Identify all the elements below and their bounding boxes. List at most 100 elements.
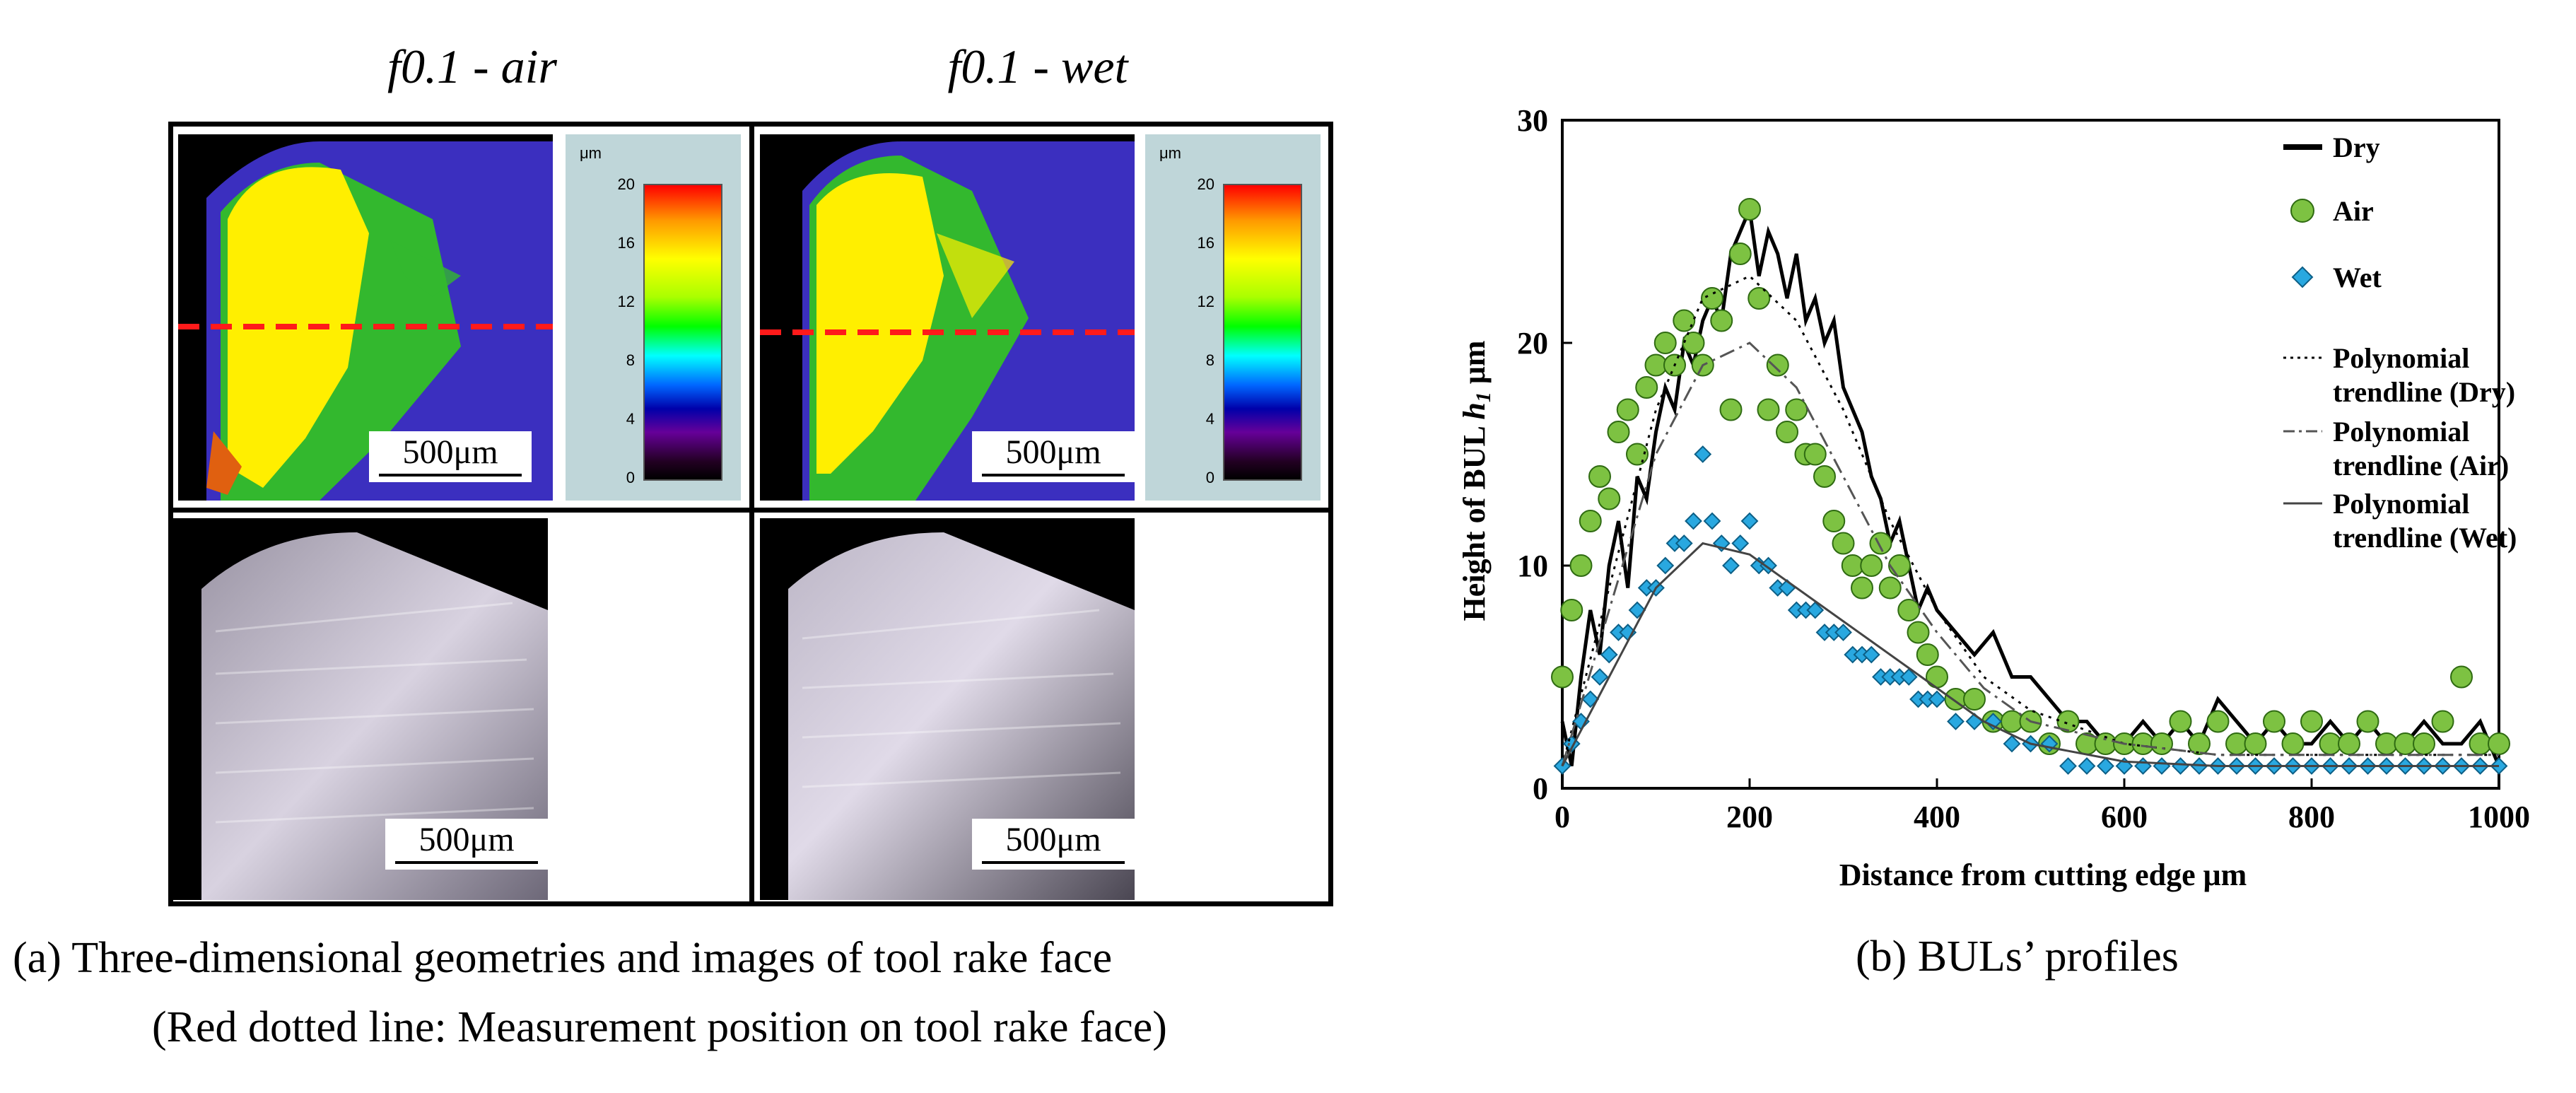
x-tick-label: 400 — [1914, 800, 1960, 834]
scale-label: 500μm — [402, 433, 498, 471]
series-air-point — [2263, 710, 2285, 733]
series-trendline — [1561, 542, 2499, 767]
photo-air: 500μm — [173, 518, 548, 900]
series-air-point — [1813, 465, 1836, 488]
legend-label: Polynomial trendline (Air) — [2333, 416, 2509, 481]
series-air-point — [2188, 732, 2211, 755]
series-air-point — [1607, 421, 1630, 443]
series-air-point — [1701, 287, 1723, 310]
grid-divider-vertical — [749, 122, 754, 906]
series-wet-point — [2153, 757, 2171, 775]
colorbar-tick: 4 — [626, 410, 635, 428]
series-air-point — [1963, 688, 1986, 711]
series-air-point — [1719, 398, 1743, 421]
series-air-point — [2356, 710, 2379, 733]
series-wet-point — [1806, 601, 1825, 619]
series-air-point — [1598, 487, 1621, 510]
series-air-point — [1907, 621, 1930, 644]
series-air-point — [2244, 732, 2267, 755]
series-wet-point — [1694, 445, 1712, 463]
x-tick-label: 800 — [2288, 800, 2335, 834]
series-air-point — [2300, 710, 2323, 733]
series-air-point — [2450, 665, 2473, 689]
photo-wet: 500μm — [760, 518, 1135, 900]
series-wet-point — [1722, 556, 1740, 575]
colorbar-air: μm 20 16 12 8 4 0 — [566, 134, 741, 501]
legend-swatch-wet — [2291, 266, 2314, 288]
y-tick-label: 0 — [1533, 771, 1548, 806]
series-wet-point — [1740, 512, 1759, 530]
colorbar-tick: 8 — [626, 351, 635, 369]
series-air-point — [1588, 465, 1611, 488]
series-air-point — [2431, 710, 2454, 733]
legend-label: Air — [2333, 195, 2374, 227]
scale-label: 500μm — [1005, 821, 1101, 858]
series-wet-point — [1628, 601, 1646, 619]
colorbar-unit: μm — [580, 144, 602, 162]
series-wet-point — [2078, 757, 2096, 775]
series-wet-point — [2003, 735, 2021, 753]
series-air-point — [2056, 710, 2080, 733]
series-air-point — [2281, 732, 2305, 755]
series-air-point — [1560, 599, 1583, 621]
series-wet-point — [1675, 534, 1693, 552]
y-axis-label: Height of BUL h1 μm — [1457, 341, 1495, 621]
height-map-air: 500μm — [178, 134, 553, 501]
colorbar-tick: 12 — [617, 293, 635, 310]
x-tick-label: 200 — [1726, 800, 1773, 834]
series-air-point — [1710, 309, 1733, 332]
colorbar-tick: 12 — [1197, 293, 1214, 310]
series-air-point — [1897, 599, 1921, 621]
legend-label-line: Polynomial — [2333, 342, 2469, 374]
legend-label: Polynomial trendline (Wet) — [2333, 488, 2517, 554]
series-air-point — [1551, 665, 1574, 689]
series-air-point — [1616, 398, 1639, 421]
series-air-point — [1682, 332, 1705, 354]
x-tick-label: 0 — [1555, 800, 1570, 834]
series-air-point — [1803, 443, 1827, 466]
series-air-point — [1579, 510, 1602, 532]
series-wet-point — [1656, 556, 1675, 575]
series-air-point — [1747, 287, 1771, 310]
series-air-point — [1757, 398, 1780, 421]
scale-bar-wet-map: 500μm — [972, 431, 1135, 482]
series-air-point — [1635, 376, 1658, 399]
legend-label-line: trendline (Air) — [2333, 450, 2509, 481]
series-wet-point — [1984, 713, 2002, 730]
scale-bar-air-photo: 500μm — [385, 819, 548, 870]
scale-label: 500μm — [1005, 433, 1101, 471]
panel-title-wet: f0.1 - wet — [947, 40, 1128, 93]
colorbar-tick: 16 — [617, 234, 635, 252]
series-air-point — [1766, 353, 1789, 377]
series-air-point — [2488, 732, 2510, 755]
series-air-point — [1860, 554, 1883, 577]
colorbar-gradient — [1223, 184, 1302, 481]
series-air-point — [1916, 643, 1939, 666]
series-wet-point — [2059, 757, 2077, 775]
y-axis-label-unit: μm — [1457, 341, 1492, 392]
series-air-point — [2169, 710, 2192, 733]
colorbar-tick: 0 — [1205, 469, 1214, 486]
height-map-wet: 500μm — [760, 134, 1135, 501]
y-axis-label-main: Height of BUL — [1457, 420, 1492, 621]
legend-label: Polynomial trendline (Dry) — [2333, 342, 2515, 408]
series-wet-point — [1581, 690, 1600, 708]
bul-profile-chart: 0 200 400 600 800 1000 0 10 20 30 Dry Air Wet Polyno… — [1457, 103, 2530, 892]
series-air-point — [1626, 443, 1649, 466]
series-air-point — [2413, 732, 2435, 755]
series-wet-point — [1862, 645, 1880, 664]
caption-b: (b) BULs’ profiles — [1856, 933, 2179, 981]
scale-label: 500μm — [418, 821, 515, 858]
series-wet-point — [1731, 534, 1750, 552]
legend-label: Dry — [2333, 131, 2380, 163]
scale-bar-air-map: 500μm — [369, 431, 532, 482]
colorbar-tick: 0 — [626, 469, 635, 486]
legend-label-line: Polynomial — [2333, 488, 2469, 520]
legend-label-line: trendline (Wet) — [2333, 522, 2517, 554]
series-air-point — [1673, 309, 1696, 332]
panel-title-air: f0.1 - air — [387, 40, 557, 93]
series-wet-point — [2097, 757, 2114, 775]
series-air-point — [1569, 554, 1593, 577]
y-axis-label-symbol: h — [1457, 402, 1492, 419]
series-air-point — [2338, 732, 2360, 755]
